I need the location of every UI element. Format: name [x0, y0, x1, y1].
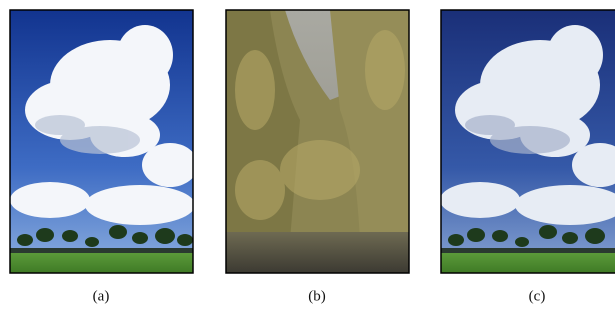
- caption: (c): [529, 288, 546, 304]
- caption: (a): [93, 288, 110, 304]
- panel-b-image: [226, 10, 409, 273]
- figure: (a) (b) (c): [0, 0, 615, 309]
- caption: (b): [308, 288, 326, 304]
- panel-c-image: [440, 10, 615, 273]
- panel-a-image: [10, 10, 198, 273]
- page: {"figure": {"panels": [{"caption": "(a)"…: [0, 0, 615, 309]
